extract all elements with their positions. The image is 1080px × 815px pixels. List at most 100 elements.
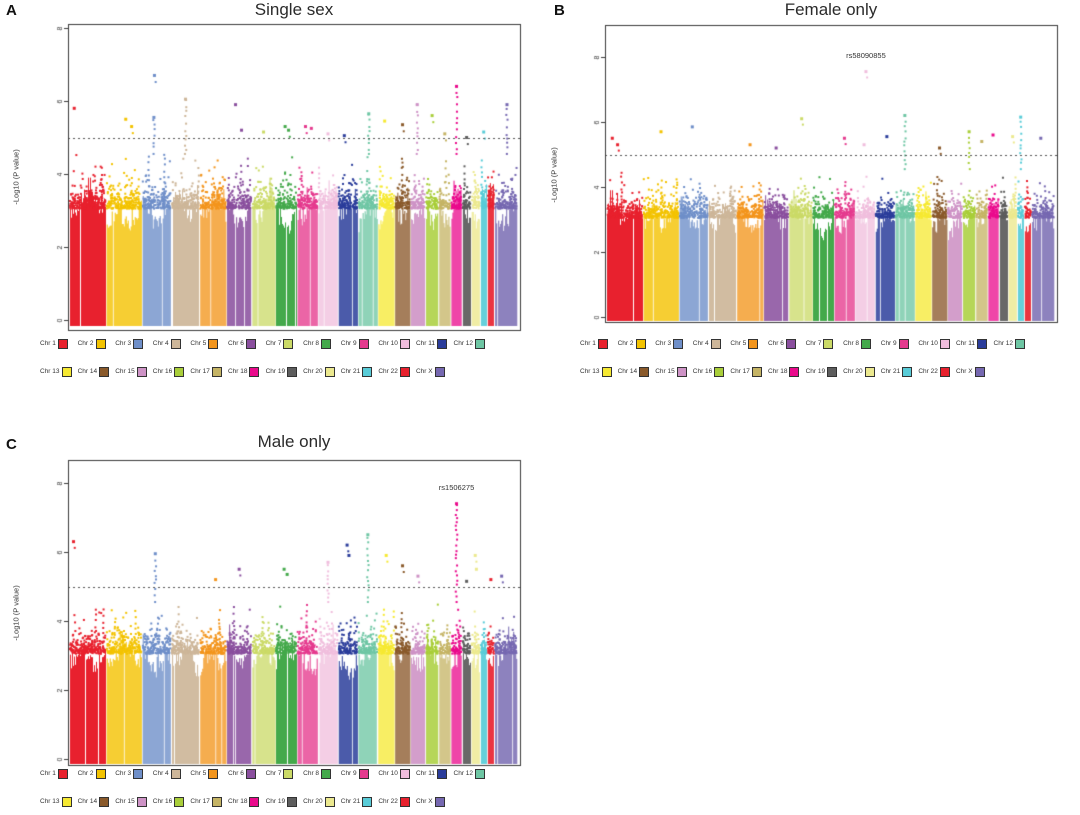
legend-swatch	[57, 338, 68, 349]
legend-item: Chr 20	[303, 796, 341, 807]
legend-swatch	[170, 768, 181, 779]
legend-item: Chr 8	[303, 768, 341, 779]
legend-item: Chr 13	[40, 366, 78, 377]
legend-item: Chr 16	[153, 366, 191, 377]
legend-swatch	[287, 796, 298, 807]
legend-label: Chr 16	[152, 798, 173, 805]
legend-item: Chr 20	[303, 366, 341, 377]
legend-label: Chr 11	[415, 770, 435, 777]
legend-item: Chr 4	[692, 338, 731, 349]
legend-item: Chr 14	[78, 366, 116, 377]
legend-item: Chr 5	[730, 338, 768, 349]
legend-row: Chr 13 Chr 14 Chr 15 Chr 16 Chr 17 Chr 18 Chr …	[40, 795, 540, 808]
legend-swatch	[95, 768, 106, 779]
legend-label: Chr 13	[580, 368, 600, 375]
legend-item: Chr 2	[618, 338, 656, 349]
legend-item: Chr 5	[190, 768, 228, 779]
legend-item: Chr 22	[378, 366, 416, 377]
manhattan-plot-female-only	[540, 0, 1080, 340]
legend-label: Chr 9	[880, 340, 897, 347]
snp-annotation-rs58090855: rs58090855	[846, 50, 886, 60]
legend-label: Chr 4	[692, 340, 709, 347]
legend-item: Chr 7	[266, 768, 304, 779]
legend-label: Chr 19	[265, 368, 286, 375]
legend-item: Chr 1	[580, 338, 618, 349]
legend-swatch	[475, 768, 486, 779]
legend-swatch	[358, 768, 369, 779]
legend-item: Chr 18	[768, 366, 806, 377]
legend-row: Chr 1 Chr 2 Chr 3 Chr 4 Chr 5 Chr 6 Chr 7 Chr 8…	[40, 337, 540, 350]
legend-row: Chr 13 Chr 14 Chr 15 Chr 16 Chr 17 Chr 18 Chr …	[40, 365, 540, 378]
legend-swatch	[597, 338, 608, 349]
legend-label: Chr 18	[227, 368, 248, 375]
legend-item: Chr 11	[415, 768, 454, 779]
legend-label: Chr 11	[415, 340, 435, 347]
legend-label: Chr 15	[115, 798, 135, 805]
panel-letter-b: B	[554, 2, 565, 19]
legend-swatch	[57, 768, 68, 779]
legend-label: Chr 9	[340, 770, 357, 777]
legend-swatch	[208, 768, 219, 779]
chart-title-male-only: Male only	[257, 432, 331, 451]
legend-label: Chr 10	[378, 340, 398, 347]
legend-label: Chr 15	[655, 368, 675, 375]
legend-swatch	[362, 366, 373, 377]
legend-swatch	[61, 796, 72, 807]
legend-swatch	[436, 338, 447, 349]
legend-item: Chr 7	[806, 338, 844, 349]
legend-label: Chr 12	[453, 770, 474, 777]
legend-swatch	[974, 366, 985, 377]
legend-label: Chr 16	[692, 368, 713, 375]
legend-swatch	[789, 366, 800, 377]
legend-item: Chr 3	[115, 768, 153, 779]
legend-swatch	[434, 796, 445, 807]
legend-label: Chr 1	[40, 340, 56, 347]
legend-swatch	[635, 338, 646, 349]
legend-label: Chr 17	[190, 368, 210, 375]
legend-swatch	[136, 796, 147, 807]
legend-item: Chr 2	[77, 338, 116, 349]
legend-swatch	[99, 796, 110, 807]
legend-label: Chr 6	[227, 340, 244, 347]
legend-label: Chr 17	[730, 368, 750, 375]
manhattan-plot-male-only	[0, 430, 540, 770]
legend-item: Chr 16	[152, 796, 191, 807]
legend-label: Chr 7	[265, 340, 282, 347]
legend-label: Chr 2	[77, 340, 94, 347]
legend-item: Chr 15	[115, 366, 153, 377]
legend-label: Chr 13	[40, 368, 60, 375]
legend-swatch	[710, 338, 721, 349]
legend-swatch	[324, 796, 335, 807]
legend-swatch	[95, 338, 106, 349]
legend-item: Chr 1	[40, 768, 78, 779]
legend-label: Chr 14	[77, 798, 98, 805]
legend-item: Chr 10	[918, 338, 956, 349]
legend-item: Chr 12	[454, 338, 492, 349]
legend-swatch	[136, 366, 147, 377]
legend-swatch	[133, 338, 144, 349]
legend-label: Chr 5	[190, 340, 207, 347]
legend-item: Chr X	[415, 366, 454, 377]
legend-swatch	[245, 768, 256, 779]
legend-item: Chr 3	[655, 338, 693, 349]
legend-item: Chr 7	[265, 338, 304, 349]
legend-label: Chr 19	[265, 798, 286, 805]
legend-item: Chr 15	[115, 796, 153, 807]
legend-label: Chr 2	[77, 770, 94, 777]
y-axis-label: -Log10 (P value)	[11, 585, 21, 641]
legend-item: Chr 22	[378, 796, 416, 807]
legend-item: Chr 21	[341, 366, 379, 377]
legend-swatch	[976, 338, 987, 349]
y-axis-label: -Log10 (P value)	[549, 147, 559, 203]
chart-title-single-sex: Single sex	[254, 0, 334, 19]
legend-label: Chr X	[415, 368, 433, 375]
legend-item: Chr 19	[265, 366, 304, 377]
legend-swatch	[902, 366, 913, 377]
manhattan-plot-single-sex	[0, 0, 540, 340]
legend-item: Chr 13	[580, 366, 618, 377]
legend-swatch	[133, 768, 144, 779]
legend-item: Chr 14	[77, 796, 116, 807]
legend-swatch	[245, 338, 256, 349]
legend-item: Chr 20	[843, 366, 881, 377]
legend-swatch	[748, 338, 759, 349]
